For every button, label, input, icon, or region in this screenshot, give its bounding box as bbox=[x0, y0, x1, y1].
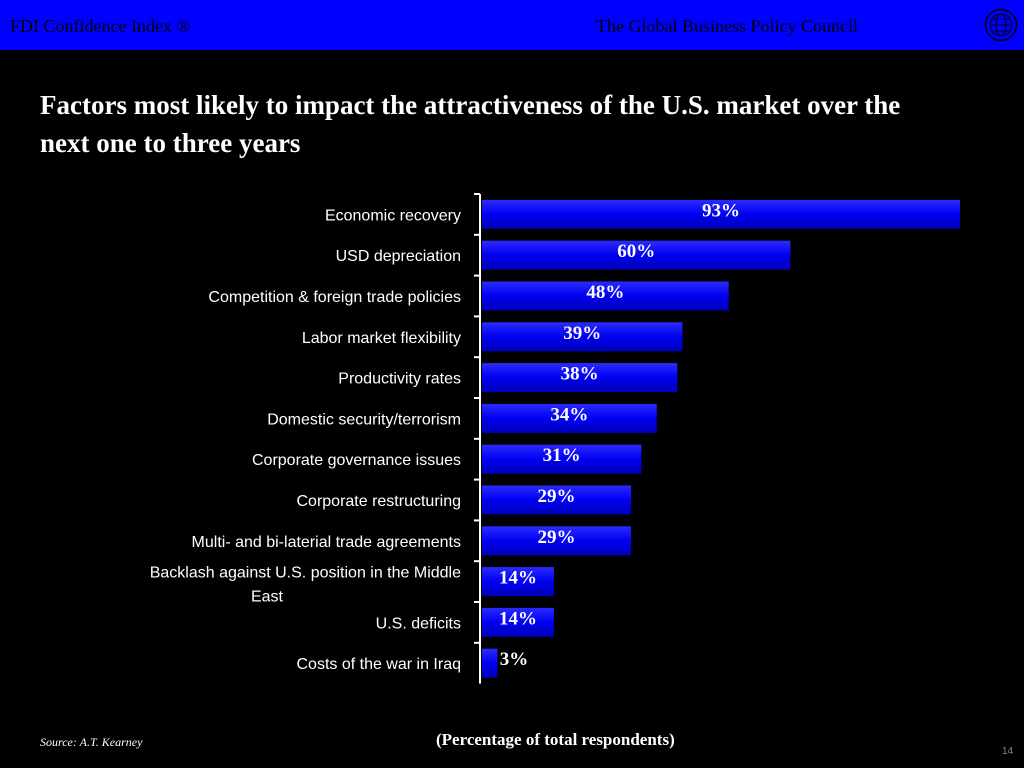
value-label: 39% bbox=[563, 323, 601, 344]
bar bbox=[482, 240, 791, 270]
category-label: Competition & foreign trade policies bbox=[208, 289, 461, 306]
bar bbox=[482, 648, 498, 678]
header-bar: FDI Confidence Index ® The Global Busine… bbox=[0, 0, 1024, 50]
bar bbox=[482, 322, 683, 352]
bar bbox=[482, 567, 554, 597]
category-label: USD depreciation bbox=[336, 248, 461, 265]
value-label: 34% bbox=[550, 404, 588, 425]
x-axis-label: (Percentage of total respondents) bbox=[436, 730, 675, 749]
category-label: Corporate restructuring bbox=[296, 493, 461, 510]
page-number: 14 bbox=[1002, 746, 1014, 757]
header-index-name: FDI Confidence Index ® bbox=[10, 16, 191, 36]
bar bbox=[482, 363, 678, 393]
category-label: Economic recovery bbox=[325, 207, 461, 224]
value-label: 3% bbox=[500, 649, 529, 670]
bar bbox=[482, 444, 642, 474]
category-label: Labor market flexibility bbox=[302, 330, 461, 347]
category-label: Corporate governance issues bbox=[252, 452, 461, 469]
category-label: Costs of the war in Iraq bbox=[296, 656, 461, 673]
value-label: 48% bbox=[586, 282, 624, 303]
globe-seal-icon bbox=[984, 8, 1018, 42]
value-label: 31% bbox=[543, 445, 581, 466]
value-label: 93% bbox=[702, 200, 740, 221]
category-label: Multi- and bi-laterial trade agreements bbox=[192, 534, 461, 551]
bar bbox=[482, 403, 657, 433]
value-label: 14% bbox=[499, 568, 537, 589]
bar bbox=[482, 526, 632, 556]
category-label: Productivity rates bbox=[338, 371, 461, 388]
bar bbox=[482, 199, 960, 229]
value-label: 60% bbox=[617, 241, 655, 262]
source-note: Source: A.T. Kearney bbox=[40, 735, 143, 749]
category-label: Backlash against U.S. position in the Mi… bbox=[150, 565, 461, 606]
category-label: Domestic security/terrorism bbox=[267, 411, 461, 428]
value-label: 38% bbox=[561, 364, 599, 385]
value-label: 14% bbox=[499, 608, 537, 629]
header-council-name: The Global Business Policy Council bbox=[596, 16, 858, 36]
bar bbox=[482, 607, 554, 637]
slide-title: Factors most likely to impact the attrac… bbox=[40, 90, 901, 158]
value-label: 29% bbox=[538, 527, 576, 548]
value-label: 29% bbox=[538, 486, 576, 507]
category-label: U.S. deficits bbox=[376, 615, 461, 632]
bar bbox=[482, 281, 729, 311]
bar bbox=[482, 485, 632, 515]
